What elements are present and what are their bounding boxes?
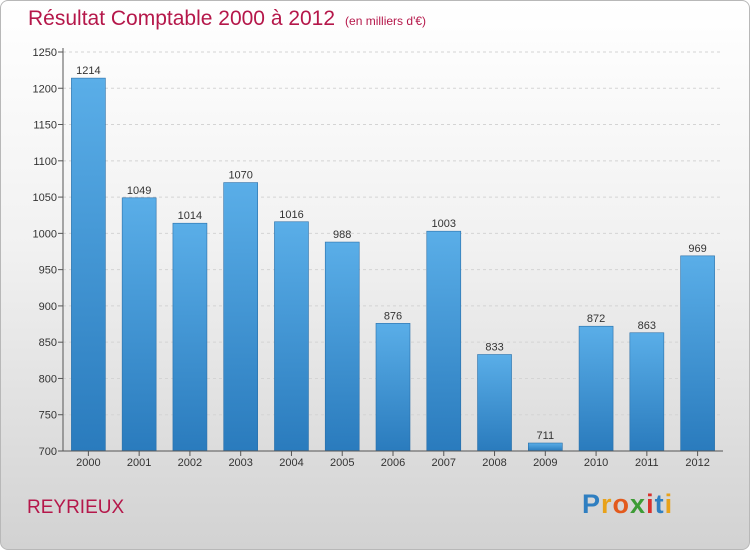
logo-letter: i bbox=[646, 489, 655, 519]
y-tick-label: 1100 bbox=[33, 156, 57, 168]
axes: 700 750 800 850 900 950 1000 1050 1100 1150 1200 12… bbox=[33, 47, 723, 469]
bar bbox=[629, 332, 665, 452]
y-tick-label: 700 bbox=[39, 446, 57, 458]
bars: 1214 1049 1014 1070 1016 988 876 1003 833 711 872 8… bbox=[71, 65, 715, 452]
bar bbox=[274, 221, 309, 452]
value-label: 872 bbox=[587, 313, 605, 325]
value-label: 988 bbox=[333, 229, 351, 241]
bar bbox=[528, 442, 563, 452]
bar bbox=[680, 255, 715, 452]
value-label: 1214 bbox=[76, 65, 100, 77]
value-label: 711 bbox=[537, 430, 555, 442]
y-tick-label: 1050 bbox=[33, 192, 57, 204]
value-label: 1016 bbox=[279, 209, 303, 221]
x-tick-label: 2011 bbox=[635, 457, 659, 469]
value-label: 1003 bbox=[432, 218, 456, 230]
bar bbox=[426, 230, 462, 452]
y-tick-label: 800 bbox=[39, 373, 57, 385]
bar bbox=[324, 241, 360, 452]
proxiti-logo[interactable]: Proxiti bbox=[582, 489, 673, 520]
x-tick-label: 2006 bbox=[381, 457, 405, 469]
commune-name: REYRIEUX bbox=[27, 497, 125, 518]
x-tick-label: 2012 bbox=[685, 457, 709, 469]
x-tick-label: 2000 bbox=[76, 457, 100, 469]
value-label: 863 bbox=[638, 320, 656, 332]
x-tick-label: 2004 bbox=[279, 457, 303, 469]
y-tick-label: 900 bbox=[39, 301, 57, 313]
logo-letter: t bbox=[654, 489, 665, 519]
x-tick-label: 2001 bbox=[127, 457, 151, 469]
x-tick-label: 2009 bbox=[533, 457, 557, 469]
bar bbox=[121, 197, 157, 452]
bar bbox=[477, 354, 512, 452]
y-tick-label: 750 bbox=[39, 410, 57, 422]
value-label: 876 bbox=[384, 310, 402, 322]
x-tick-label: 2007 bbox=[432, 457, 456, 469]
bar bbox=[223, 182, 258, 452]
chart-title: Résultat Comptable 2000 à 2012 bbox=[28, 7, 336, 30]
x-tick-label: 2008 bbox=[482, 457, 506, 469]
logo-letter: o bbox=[612, 489, 631, 519]
y-tick-label: 1000 bbox=[33, 228, 57, 240]
logo-letter: i bbox=[664, 489, 674, 519]
bar bbox=[71, 77, 106, 452]
value-label: 1014 bbox=[178, 210, 202, 222]
x-tick-label: 2005 bbox=[330, 457, 354, 469]
value-label: 1049 bbox=[127, 185, 151, 197]
y-tick-label: 1150 bbox=[33, 120, 57, 132]
value-label: 969 bbox=[688, 243, 706, 255]
y-tick-label: 1250 bbox=[33, 47, 57, 59]
value-label: 1070 bbox=[228, 170, 252, 182]
bar bbox=[172, 222, 208, 452]
chart-subtitle: (en milliers d'€) bbox=[345, 14, 427, 28]
logo-letter: x bbox=[630, 489, 647, 519]
x-tick-label: 2003 bbox=[228, 457, 252, 469]
y-tick-label: 1200 bbox=[33, 83, 57, 95]
title-block: Résultat Comptable 2000 à 2012 (en millie… bbox=[28, 7, 426, 31]
y-tick-label: 850 bbox=[39, 337, 57, 349]
y-tick-label: 950 bbox=[39, 265, 57, 277]
logo-letter: P bbox=[582, 489, 602, 519]
bar bbox=[375, 323, 411, 452]
logo-letter: r bbox=[601, 489, 613, 519]
x-tick-label: 2010 bbox=[584, 457, 608, 469]
value-label: 833 bbox=[485, 342, 503, 354]
x-tick-label: 2002 bbox=[178, 457, 202, 469]
bar bbox=[578, 325, 614, 452]
